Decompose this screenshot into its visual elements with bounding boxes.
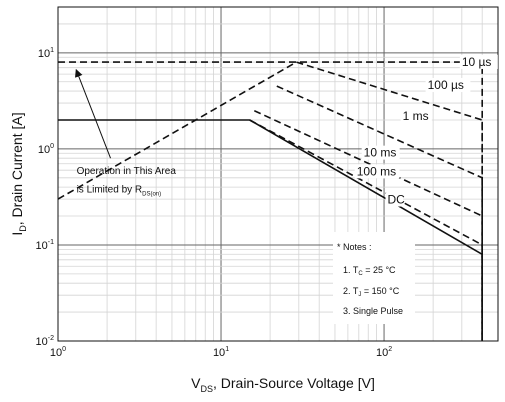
note-item-1: 1. TC = 25 °C xyxy=(343,265,396,277)
note-2-rest: = 150 °C xyxy=(361,286,399,296)
note-3-prefix: 3. Single Pulse xyxy=(343,306,403,316)
note-1-subscript: C xyxy=(358,271,363,277)
curve-label: 10 µs xyxy=(462,55,492,69)
note-item-2: 2. TJ = 150 °C xyxy=(343,286,400,298)
curve-label-background xyxy=(354,164,400,179)
curve-label-background xyxy=(361,145,400,160)
label-layer: 10 µs 100 µs 1 ms 10 ms 100 ms DC xyxy=(354,54,498,207)
x-axis-title: VDS, Drain-Source Voltage [V] xyxy=(191,375,375,394)
y-title-rest: , Drain Current [A] xyxy=(9,112,25,225)
curve-label-background xyxy=(425,78,471,93)
x-title-main: V xyxy=(191,375,201,391)
curve-label: 10 ms xyxy=(364,146,397,160)
note-item-3: 3. Single Pulse xyxy=(343,306,403,316)
x-tick-label: 102 xyxy=(376,346,392,359)
note-2-prefix: 2. T xyxy=(343,286,359,296)
curve-label-background xyxy=(400,108,432,123)
note-2-subscript: J xyxy=(358,292,361,298)
note-1-rest: = 25 °C xyxy=(363,265,396,275)
y-axis-title: ID, Drain Current [A] xyxy=(9,112,28,235)
annotation-arrow xyxy=(75,68,111,159)
annotation-line-1: Operation in This Area xyxy=(77,166,177,177)
curve-label-background xyxy=(459,54,498,69)
y-tick-label: 10-1 xyxy=(36,239,55,252)
annotation-line-2: is Limited by RDS(on) xyxy=(77,185,162,198)
y-tick-label: 100 xyxy=(38,143,54,156)
curve-label-background xyxy=(385,192,404,207)
curve-label: 100 ms xyxy=(357,164,396,178)
soa-curve-rdson-limit xyxy=(57,61,297,200)
note-1-prefix: 1. T xyxy=(343,265,359,275)
curve-label: 1 ms xyxy=(403,109,429,123)
curve-label: 100 µs xyxy=(428,78,464,92)
notes-box: * Notes : 1. TC = 25 °C 2. TJ = 150 °C 3… xyxy=(333,232,415,324)
annotation-line-2-main: is Limited by R xyxy=(77,185,143,196)
curve-label: DC xyxy=(388,193,406,207)
notes-background xyxy=(333,232,415,324)
curve-layer xyxy=(57,61,484,341)
y-title-main: I xyxy=(9,232,25,236)
y-tick-label: 101 xyxy=(38,47,54,60)
x-title-subscript: DS xyxy=(200,384,213,394)
y-title-subscript: D xyxy=(18,225,28,232)
annotation-rdson-subscript: DS(on) xyxy=(142,192,161,198)
y-tick-label: 10-2 xyxy=(36,335,55,348)
x-tick-label: 100 xyxy=(50,346,66,359)
limited-area-annotation: Operation in This Area is Limited by RDS… xyxy=(75,68,177,198)
notes-title: * Notes : xyxy=(337,242,372,252)
x-title-rest: , Drain-Source Voltage [V] xyxy=(213,375,375,391)
plot-frame xyxy=(57,6,499,342)
x-tick-label: 101 xyxy=(213,346,229,359)
tick-layer: 100 101 102 10-2 10-1 100 101 xyxy=(36,47,393,359)
soa-curve-dc xyxy=(58,119,484,341)
